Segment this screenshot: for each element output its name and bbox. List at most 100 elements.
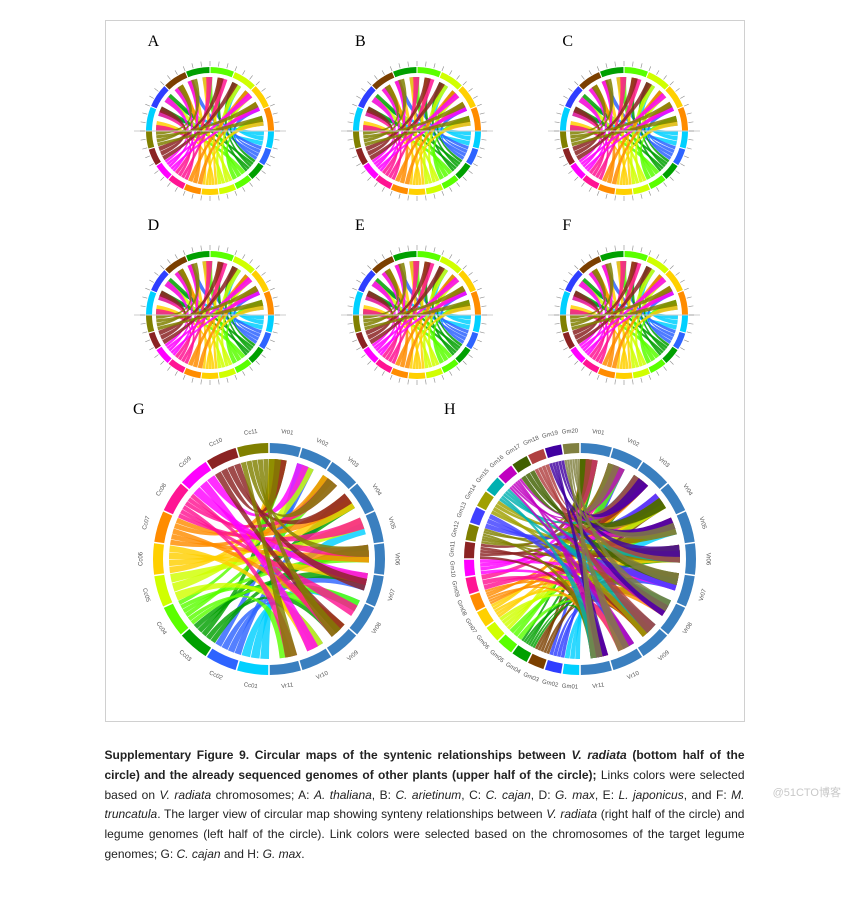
caption-sE: L. japonicus <box>619 788 684 802</box>
caption-b7: , and F: <box>684 788 731 802</box>
panel-label-A: A <box>148 33 160 51</box>
caption-sp1c: V. radiata <box>546 807 597 821</box>
svg-text:Vr04: Vr04 <box>681 483 693 497</box>
watermark: @51CTO博客 <box>773 784 841 800</box>
svg-text:Vr02: Vr02 <box>626 438 640 449</box>
panel-F: F <box>544 217 719 395</box>
svg-text:Gm02: Gm02 <box>541 679 559 689</box>
svg-text:Gm19: Gm19 <box>542 430 560 440</box>
svg-text:Gm14: Gm14 <box>465 483 479 501</box>
row-1: A B C <box>114 33 736 211</box>
panel-label-F: F <box>562 217 571 235</box>
chord-diagram-F <box>544 235 704 395</box>
caption-b10: and H: <box>221 847 263 861</box>
svg-text:Gm13: Gm13 <box>456 501 468 519</box>
svg-text:Vr02: Vr02 <box>315 438 329 449</box>
svg-text:Vr06: Vr06 <box>704 553 710 566</box>
chord-diagram-D <box>130 235 290 395</box>
panel-C: C <box>544 33 719 211</box>
svg-text:Gm15: Gm15 <box>476 468 492 485</box>
svg-text:Vr03: Vr03 <box>657 456 671 469</box>
caption-b2: chromosomes; A: <box>211 788 314 802</box>
svg-text:Cc10: Cc10 <box>208 437 224 449</box>
panel-label-G: G <box>133 401 145 419</box>
svg-text:Vr09: Vr09 <box>658 649 672 662</box>
panel-label-D: D <box>148 217 160 235</box>
svg-text:Gm06: Gm06 <box>475 634 491 651</box>
svg-text:Vr07: Vr07 <box>388 588 397 602</box>
panel-E: E <box>337 217 512 395</box>
svg-text:Vr07: Vr07 <box>699 588 708 602</box>
chord-diagram-E <box>337 235 497 395</box>
svg-text:Gm10: Gm10 <box>448 561 455 578</box>
row-2: D E F <box>114 217 736 395</box>
svg-text:Vr08: Vr08 <box>682 621 694 635</box>
caption-sH: G. max <box>263 847 302 861</box>
svg-text:Gm09: Gm09 <box>450 580 460 598</box>
svg-text:Gm20: Gm20 <box>562 428 579 435</box>
panel-label-H: H <box>444 401 456 419</box>
panel-B: B <box>337 33 512 211</box>
svg-text:Gm17: Gm17 <box>505 443 523 457</box>
caption-sp1b: V. radiata <box>160 788 212 802</box>
figure-caption: Supplementary Figure 9. Circular maps of… <box>105 746 745 865</box>
caption-b5: , D: <box>531 788 555 802</box>
svg-text:Gm18: Gm18 <box>523 435 541 447</box>
caption-title: Supplementary Figure 9. Circular maps of… <box>105 748 572 762</box>
svg-text:Vr05: Vr05 <box>698 516 707 530</box>
chord-diagram-A <box>130 51 290 211</box>
svg-text:Gm04: Gm04 <box>504 662 522 676</box>
svg-text:Gm11: Gm11 <box>449 540 456 557</box>
svg-text:Vr05: Vr05 <box>387 516 396 530</box>
chord-diagram-C <box>544 51 704 211</box>
svg-text:Vr01: Vr01 <box>281 429 295 437</box>
panel-A: A <box>130 33 305 211</box>
caption-b3: , B: <box>372 788 396 802</box>
panel-D: D <box>130 217 305 395</box>
caption-sB: C. arietinum <box>395 788 461 802</box>
svg-text:Cc11: Cc11 <box>244 429 259 437</box>
chord-diagram-H: Vr01 Vr02 Vr03 Vr04 Vr05 Vr06 Vr07 Vr08 Vr09 Vr10… <box>440 419 720 699</box>
svg-text:Vr09: Vr09 <box>347 649 361 662</box>
svg-text:Vr11: Vr11 <box>592 682 605 690</box>
panel-H: H Vr01Vr02Vr03Vr04Vr05Vr06Vr07Vr08Vr09Vr… <box>440 401 720 699</box>
panel-G: G Vr01Vr02Vr03Vr04Vr05Vr06Vr07Vr08Vr09Vr… <box>129 401 409 699</box>
caption-sC: C. cajan <box>486 788 531 802</box>
svg-text:Vr11: Vr11 <box>281 682 294 690</box>
chord-diagram-G: Vr01 Vr02 Vr03 Vr04 Vr05 Vr06 Vr07 Vr08 Vr09 Vr10… <box>129 419 409 699</box>
svg-text:Vr10: Vr10 <box>316 670 330 681</box>
panel-label-B: B <box>355 33 366 51</box>
svg-text:Gm05: Gm05 <box>488 649 505 665</box>
svg-text:Cc06: Cc06 <box>139 551 145 566</box>
svg-text:Cc01: Cc01 <box>243 682 258 690</box>
svg-text:Vr01: Vr01 <box>592 429 606 437</box>
svg-text:Cc07: Cc07 <box>142 515 152 531</box>
caption-b6: , E: <box>595 788 619 802</box>
row-3: G Vr01Vr02Vr03Vr04Vr05Vr06Vr07Vr08Vr09Vr… <box>114 401 736 699</box>
svg-text:Cc05: Cc05 <box>141 588 151 604</box>
caption-sD: G. max <box>555 788 595 802</box>
svg-text:Cc02: Cc02 <box>208 670 224 682</box>
svg-text:Cc04: Cc04 <box>155 621 168 637</box>
svg-text:Gm08: Gm08 <box>455 600 467 618</box>
svg-text:Vr10: Vr10 <box>627 670 641 681</box>
caption-sp1: V. radiata <box>571 748 626 762</box>
svg-text:Gm03: Gm03 <box>522 672 540 684</box>
chord-diagram-B <box>337 51 497 211</box>
svg-text:Vr06: Vr06 <box>393 553 399 566</box>
panel-label-E: E <box>355 217 365 235</box>
svg-text:Vr03: Vr03 <box>346 456 360 469</box>
caption-sG: C. cajan <box>177 847 221 861</box>
svg-text:Vr04: Vr04 <box>370 483 382 497</box>
svg-text:Gm16: Gm16 <box>489 454 506 470</box>
caption-b4: , C: <box>461 788 485 802</box>
svg-text:Gm01: Gm01 <box>562 684 579 691</box>
caption-sA: A. thaliana <box>314 788 372 802</box>
svg-text:Cc03: Cc03 <box>178 649 193 663</box>
svg-text:Vr08: Vr08 <box>371 621 383 635</box>
caption-b11: . <box>301 847 304 861</box>
svg-text:Gm12: Gm12 <box>451 520 461 538</box>
caption-b8: . The larger view of circular map showin… <box>157 807 546 821</box>
svg-text:Gm07: Gm07 <box>464 618 478 636</box>
figure-container: A B C D E F G Vr01Vr02Vr03Vr04Vr05Vr06Vr… <box>105 20 745 722</box>
